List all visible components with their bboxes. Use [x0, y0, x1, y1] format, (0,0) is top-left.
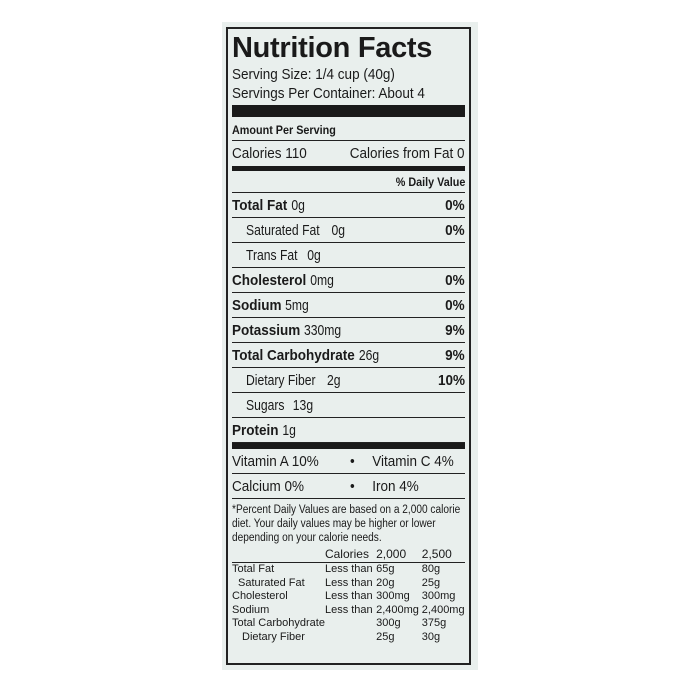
- nutrient-row: Trans Fat 0g: [232, 243, 465, 268]
- nutrient-label: Total Carbohydrate 26g: [232, 346, 379, 364]
- nutrient-row: Sugars 13g: [232, 393, 465, 418]
- dv-table-cell: 300mg: [376, 590, 410, 602]
- dv-table-row: Total Carbohydrate 300g 375g: [232, 617, 465, 631]
- nutrient-label: Total Fat 0g: [232, 196, 305, 214]
- dv-table-cell: Sodium: [232, 603, 270, 616]
- dv-table-cell: Saturated Fat: [238, 576, 305, 589]
- dv-table-cell: 2,400mg: [376, 603, 419, 616]
- dv-table-cell: [232, 547, 325, 563]
- dv-table-row: Saturated Fat Less than 20g 25g: [232, 577, 465, 591]
- dv-table-cell: 25g: [376, 630, 395, 643]
- vitamin-right: Vitamin C 4%: [372, 452, 454, 470]
- nutrient-dv: 9%: [445, 321, 465, 339]
- dv-table-cell: Cholesterol: [232, 590, 288, 602]
- calories-from-fat: Calories from Fat 0: [350, 145, 465, 162]
- dv-table-row: Total Fat Less than 65g 80g: [232, 563, 465, 577]
- dv-table-cell: 2,400mg: [421, 603, 465, 616]
- nutrient-row: Saturated Fat 0g 0%: [232, 218, 465, 243]
- dv-table-cell: 2,500: [421, 547, 465, 563]
- dv-table-cell: 300mg: [421, 590, 456, 602]
- nutrient-row: Sodium 5mg 0%: [232, 293, 465, 318]
- nutrient-dv: 0%: [445, 296, 465, 314]
- vitamin-row: Calcium 0% • Iron 4%: [232, 474, 465, 499]
- divider: [232, 443, 465, 449]
- nutrient-dv: 0%: [445, 196, 465, 214]
- nutrient-label: Trans Fat 0g: [246, 246, 321, 264]
- dv-table-cell: [325, 631, 376, 645]
- footnote: *Percent Daily Values are based on a 2,0…: [232, 504, 461, 544]
- dv-table-cell: Less than: [324, 603, 373, 616]
- nutrient-row: Cholesterol 0mg 0%: [232, 268, 465, 293]
- bullet: •: [349, 452, 355, 470]
- dv-table-cell: Total Carbohydrate: [232, 617, 325, 629]
- dv-table-cell: Calories: [324, 547, 377, 563]
- calories-row: Calories 110 Calories from Fat 0: [232, 141, 465, 166]
- nutrient-row: Potassium 330mg 9%: [232, 318, 465, 343]
- dv-table-cell: 375g: [421, 617, 447, 629]
- dv-table-cell: 65g: [376, 563, 395, 575]
- servings-per-container: Servings Per Container: About 4: [232, 85, 425, 102]
- vitamin-left: Vitamin A 10%: [232, 452, 319, 470]
- dv-table-cell: 2,000: [376, 547, 422, 563]
- amount-per-serving: Amount Per Serving: [232, 119, 465, 141]
- nutrient-row: Total Fat 0g 0%: [232, 193, 465, 218]
- nutrient-label: Protein 1g: [232, 421, 296, 439]
- nutrient-label: Cholesterol 0mg: [232, 271, 334, 289]
- divider: [232, 105, 465, 117]
- dv-table-cell: Dietary Fiber: [242, 630, 305, 643]
- divider: [232, 166, 465, 171]
- nutrient-row: Protein 1g: [232, 418, 465, 443]
- nutrient-label: Dietary Fiber 2g: [246, 371, 341, 389]
- calories: Calories 110: [232, 145, 307, 162]
- nutrient-label: Sugars 13g: [246, 396, 313, 414]
- dv-table-cell: Less than: [324, 576, 373, 589]
- dv-table-cell: Total Fat: [232, 563, 275, 575]
- nutrition-facts-label: Nutrition Facts Serving Size: 1/4 cup (4…: [226, 27, 471, 665]
- dv-table-cell: 30g: [421, 630, 441, 643]
- serving-size: Serving Size: 1/4 cup (40g): [232, 66, 395, 83]
- dv-table-cell: [325, 617, 376, 631]
- dv-table-cell: 25g: [421, 576, 441, 589]
- nutrient-dv: 0%: [445, 271, 465, 289]
- nutrient-label: Potassium 330mg: [232, 321, 342, 339]
- dv-table-cell: 300g: [376, 617, 401, 629]
- vitamin-row: Vitamin A 10% • Vitamin C 4%: [232, 449, 465, 474]
- nutrient-dv: 0%: [445, 221, 465, 239]
- dv-table-row: Sodium Less than 2,400mg 2,400mg: [232, 604, 465, 618]
- dv-table-cell: Less than: [324, 563, 373, 575]
- dv-table-cell: 20g: [376, 576, 395, 589]
- nutrient-label: Saturated Fat 0g: [246, 221, 346, 239]
- dv-table-cell: Less than: [324, 590, 373, 602]
- dv-table-row: Cholesterol Less than 300mg 300mg: [232, 590, 465, 604]
- daily-value-header: % Daily Value: [232, 171, 465, 193]
- nutrient-dv: 9%: [445, 346, 465, 364]
- vitamin-right: Iron 4%: [372, 477, 419, 495]
- nutrient-label: Sodium 5mg: [232, 296, 309, 314]
- dv-table-cell: 80g: [421, 563, 441, 575]
- nutrient-row: Total Carbohydrate 26g 9%: [232, 343, 465, 368]
- dv-table-row: Dietary Fiber 25g 30g: [232, 631, 465, 645]
- nutrient-row: Dietary Fiber 2g 10%: [232, 368, 465, 393]
- vitamin-left: Calcium 0%: [232, 477, 305, 495]
- daily-value-table: Calories 2,000 2,500 Total Fat Less than 65g 8…: [232, 547, 465, 644]
- label-title: Nutrition Facts: [232, 32, 433, 64]
- dv-table-row: Calories 2,000 2,500: [232, 547, 465, 563]
- nutrient-dv: 10%: [437, 371, 465, 389]
- bullet: •: [349, 477, 355, 495]
